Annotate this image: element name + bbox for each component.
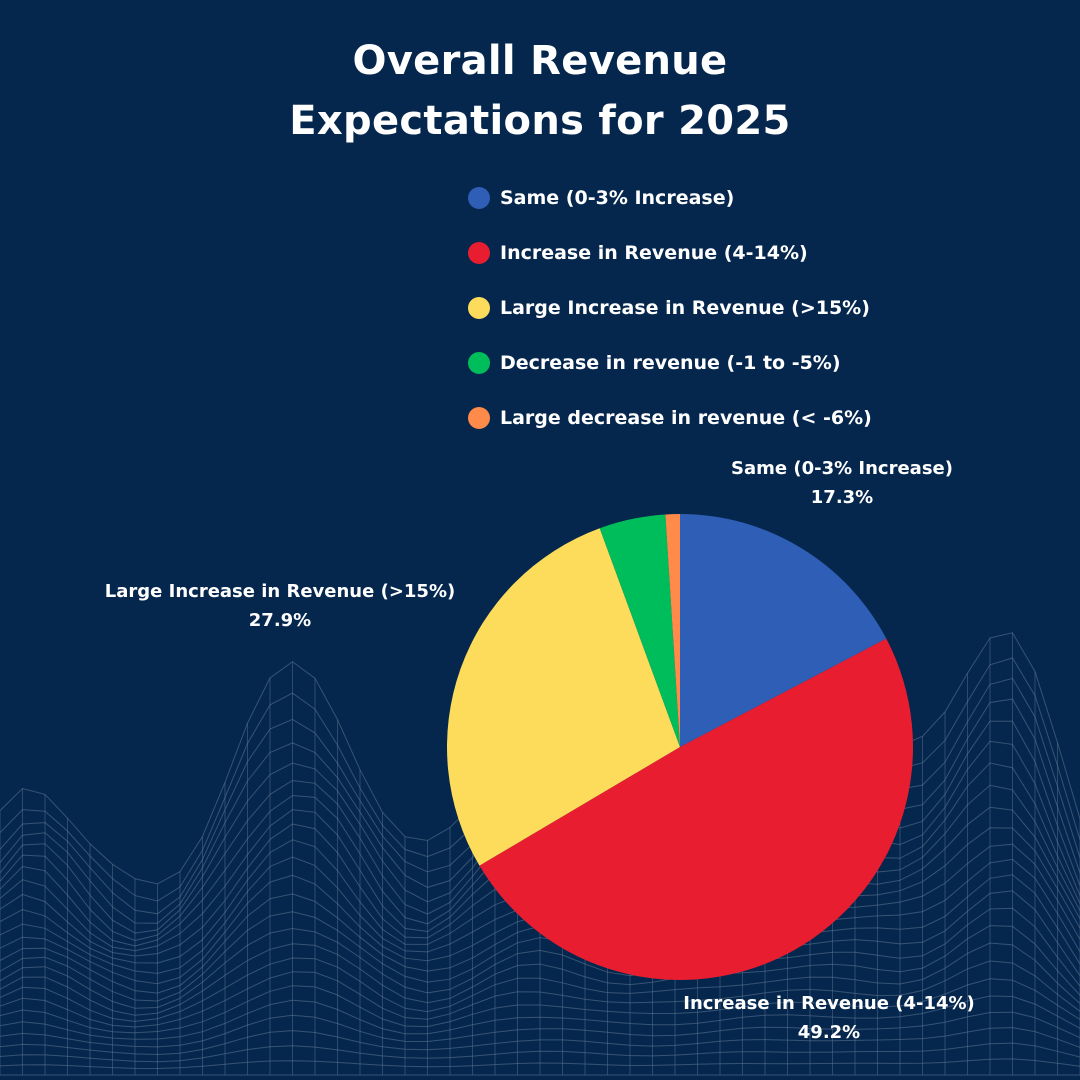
pie-slice [665,514,680,747]
slice-value-label: 27.9% [249,610,311,631]
legend-swatch [468,186,490,209]
slice-label: Same (0-3% Increase) [731,458,953,479]
mesh-line [0,942,1080,1022]
legend-swatch [468,241,490,264]
legend-label: Increase in Revenue (4-14%) [500,241,808,264]
chart-title-line-1: Overall Revenue [352,38,728,84]
legend-item: Large decrease in revenue (< -6%) [468,404,872,431]
legend-label: Decrease in revenue (-1 to -5%) [500,351,841,374]
mesh-line [0,890,1080,1002]
mesh-line [0,1042,1080,1063]
mesh-line [0,1058,1080,1070]
mesh-line [0,960,1080,1028]
chart-title-line-2: Expectations for 2025 [289,98,791,144]
legend-label: Same (0-3% Increase) [500,186,735,209]
pie-slice [599,514,680,747]
legend-swatch [468,406,490,429]
mesh-line [0,1011,1080,1048]
legend-swatch [468,296,490,319]
legend-item: Large Increase in Revenue (>15%) [468,294,872,321]
mesh-line [0,1027,1080,1056]
legend-item: Decrease in revenue (-1 to -5%) [468,349,872,376]
mesh-line [0,925,1080,1016]
mesh-line [0,907,1080,1009]
chart-legend: Same (0-3% Increase) Increase in Revenue… [468,184,872,459]
slice-label: Large Increase in Revenue (>15%) [105,581,455,602]
legend-item: Same (0-3% Increase) [468,184,872,211]
slice-value-label: 17.3% [811,487,873,508]
pie-slice [447,528,680,866]
pie-slice [680,514,887,747]
legend-item: Increase in Revenue (4-14%) [468,239,872,266]
pie-slice [479,638,914,981]
mesh-line [0,995,1080,1040]
legend-swatch [468,351,490,374]
slice-value-label: 49.2% [798,1022,860,1043]
legend-label: Large Increase in Revenue (>15%) [500,296,870,319]
legend-label: Large decrease in revenue (< -6%) [500,406,872,429]
mesh-line [0,978,1080,1034]
slice-label: Increase in Revenue (4-14%) [683,993,975,1014]
